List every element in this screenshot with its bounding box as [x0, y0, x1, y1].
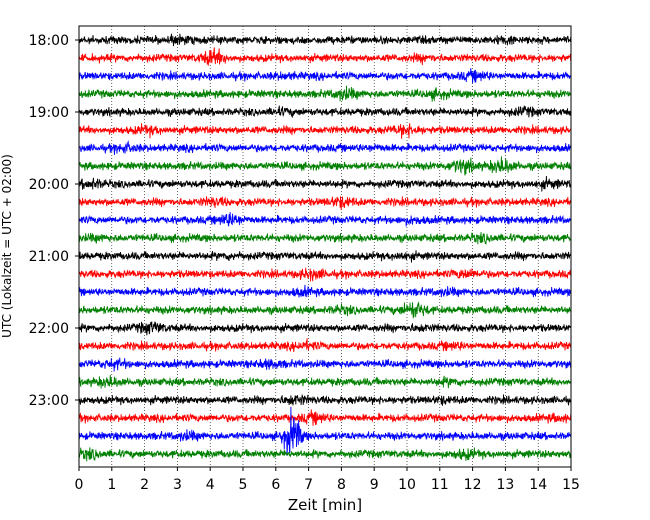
trace-line — [79, 156, 571, 176]
x-tick-label: 11 — [431, 477, 449, 493]
trace-line — [79, 267, 571, 282]
x-tick-label: 8 — [337, 477, 346, 493]
y-tick-label: 18:00 — [29, 33, 69, 49]
trace-line — [79, 33, 571, 47]
plot-background — [79, 26, 571, 467]
trace-line — [79, 321, 571, 336]
x-axis-label: Zeit [min] — [288, 496, 362, 514]
x-tick-label: 2 — [140, 477, 149, 493]
x-tick-label: 3 — [173, 477, 182, 493]
x-tick-label: 6 — [271, 477, 280, 493]
x-tick-label: 15 — [562, 477, 580, 493]
x-tick-label: 4 — [206, 477, 215, 493]
x-tick-label: 5 — [239, 477, 248, 493]
trace-line — [79, 212, 571, 227]
y-tick-label: 22:00 — [29, 321, 69, 337]
trace-line — [79, 357, 571, 372]
trace-line — [79, 447, 571, 462]
y-tick-label: 23:00 — [29, 393, 69, 409]
y-tick-label: 19:00 — [29, 105, 69, 121]
plot-frame — [78, 25, 572, 468]
y-axis-label: UTC (Lokalzeit = UTC + 02:00) — [0, 154, 14, 338]
trace-line — [79, 68, 571, 84]
trace-line — [79, 85, 571, 102]
x-tick-label: 0 — [75, 477, 84, 493]
trace-line — [79, 140, 571, 156]
trace-line — [79, 250, 571, 263]
x-axis-ticks: 0 1 2 3 4 5 6 7 8 9 10 11 12 13 14 15 — [75, 467, 580, 493]
trace-line — [79, 104, 571, 118]
x-tick-label: 10 — [398, 477, 416, 493]
x-tick-label: 13 — [496, 477, 514, 493]
trace-line — [79, 47, 571, 66]
y-tick-label: 21:00 — [29, 249, 69, 265]
trace-line — [79, 409, 571, 426]
x-tick-label: 9 — [370, 477, 379, 493]
trace-line — [79, 175, 571, 192]
trace-line — [79, 196, 571, 210]
trace-line — [79, 232, 571, 246]
seismic-traces — [79, 33, 571, 462]
x-tick-label: 12 — [464, 477, 482, 493]
x-tick-label: 1 — [107, 477, 116, 493]
trace-line — [79, 123, 571, 139]
trace-line — [79, 406, 571, 456]
x-tick-label: 7 — [304, 477, 313, 493]
x-tick-label: 14 — [529, 477, 547, 493]
trace-line — [79, 338, 571, 353]
y-tick-label: 20:00 — [29, 177, 69, 193]
trace-line — [79, 374, 571, 389]
trace-line — [79, 284, 571, 298]
trace-line — [79, 393, 571, 406]
trace-line — [79, 301, 571, 319]
y-axis-ticks: 18:00 19:00 20:00 21:00 22:00 23:00 — [29, 33, 79, 409]
